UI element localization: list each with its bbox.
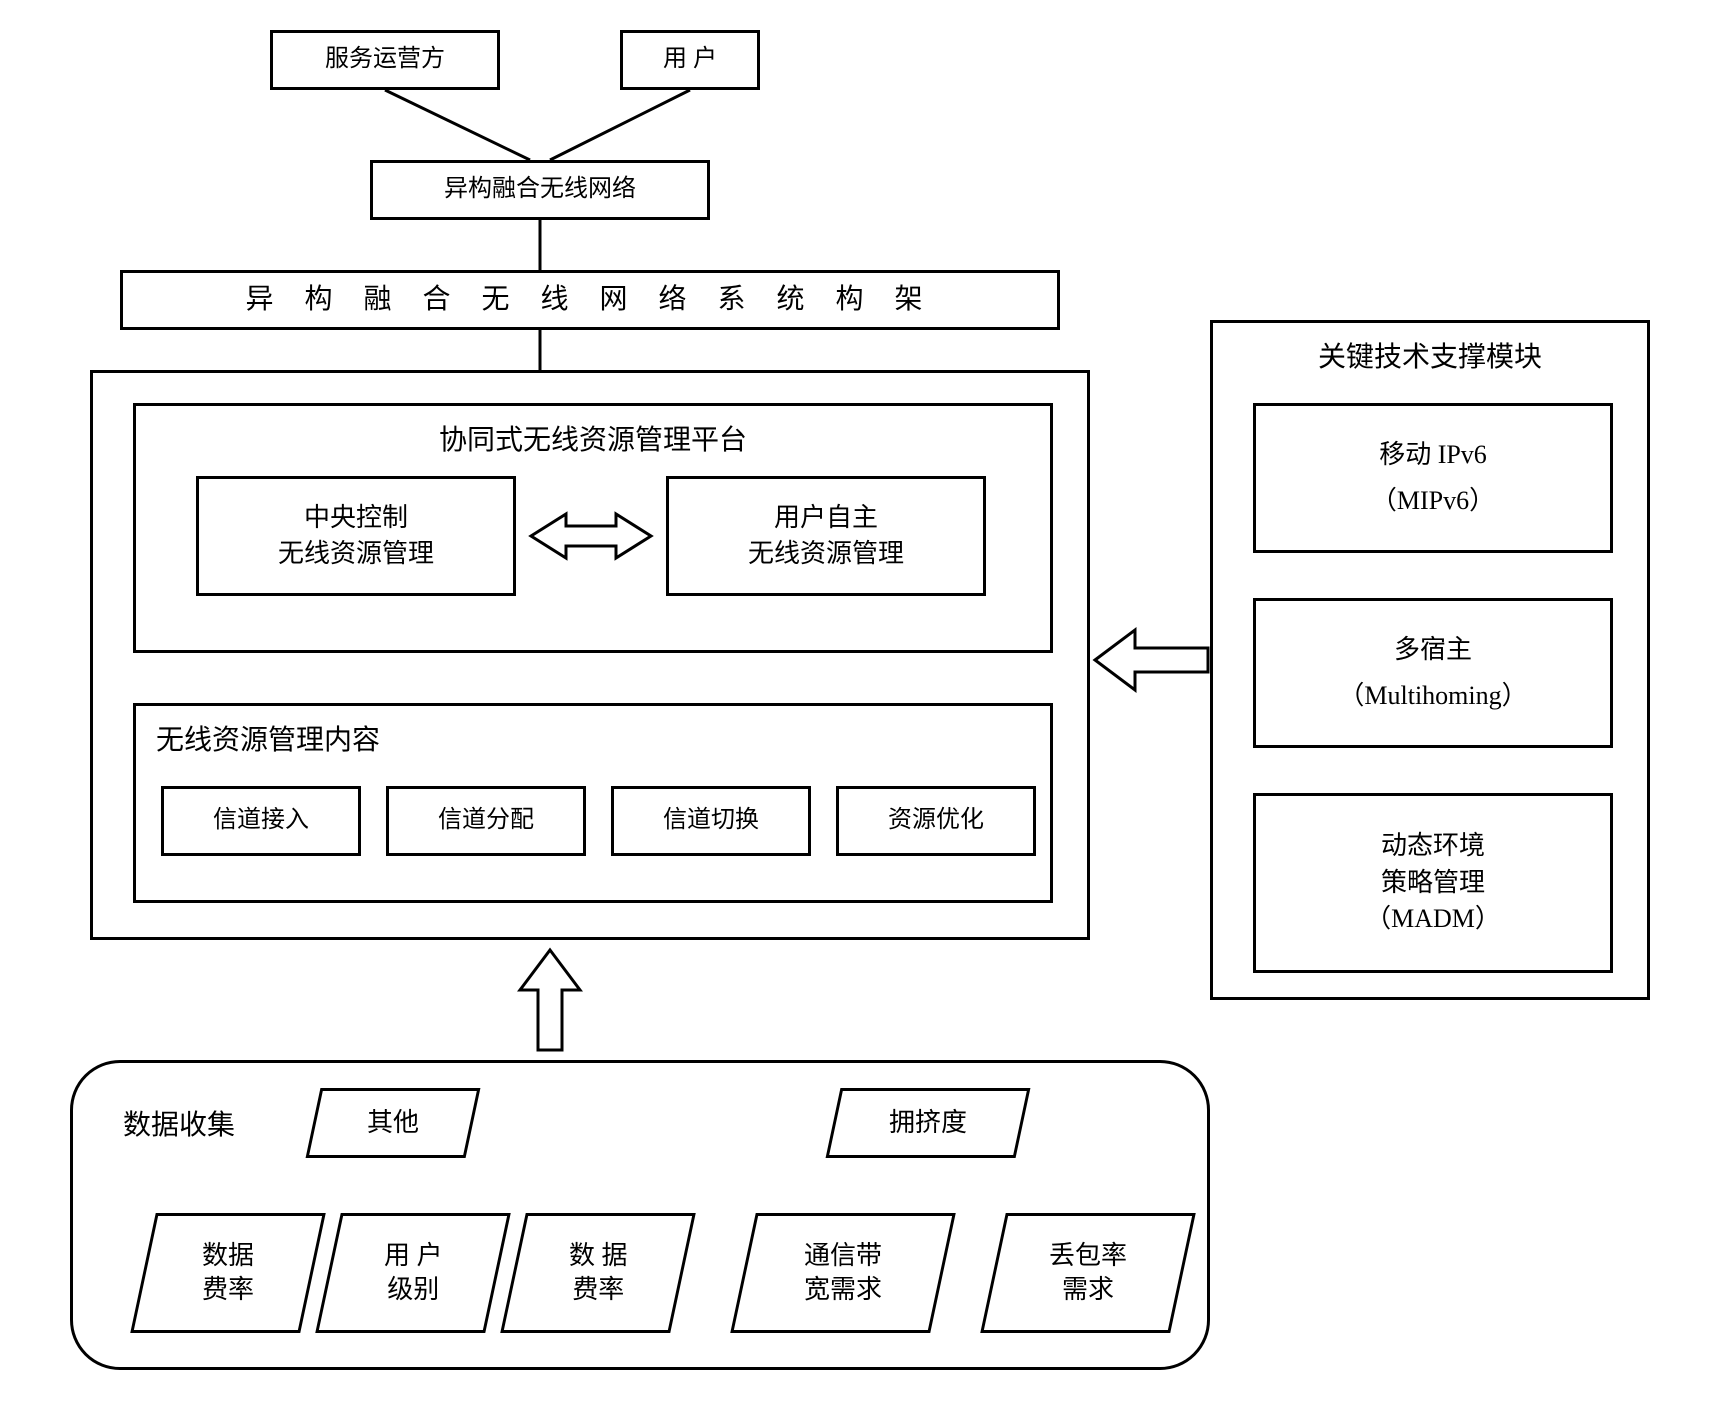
tech-item-2-line2: 策略管理 <box>1381 865 1485 901</box>
platform-box: 协同式无线资源管理平台 中央控制 无线资源管理 用户自主 无线资源管理 <box>133 403 1053 653</box>
para-r2-4: 丢包率 需求 <box>993 1213 1183 1333</box>
arrow-left-icon <box>1090 620 1210 700</box>
content-item-2: 信道切换 <box>611 786 811 856</box>
arrow-up-icon <box>510 945 590 1055</box>
autonomous-box: 用户自主 无线资源管理 <box>666 476 986 596</box>
tech-item-1: 多宿主 （Multihoming） <box>1253 598 1613 748</box>
para-congestion-label: 拥挤度 <box>889 1106 967 1140</box>
para-r2-2-label: 数 据 费率 <box>569 1239 628 1307</box>
content-item-0: 信道接入 <box>161 786 361 856</box>
tech-item-0-line1: 移动 IPv6 <box>1379 437 1487 473</box>
central-box: 中央控制 无线资源管理 <box>196 476 516 596</box>
para-other-label: 其他 <box>367 1106 419 1140</box>
data-collection-title: 数据收集 <box>123 1103 235 1143</box>
content-title: 无线资源管理内容 <box>156 721 380 760</box>
content-item-0-label: 信道接入 <box>213 804 309 838</box>
para-r2-1-label: 用 户 级别 <box>384 1239 443 1307</box>
architecture-diagram: 服务运营方 用 户 异构融合无线网络 异 构 融 合 无 线 网 络 系 统 构… <box>30 30 1690 1380</box>
para-r2-3: 通信带 宽需求 <box>743 1213 943 1333</box>
para-r2-3-label: 通信带 宽需求 <box>804 1239 882 1307</box>
central-label: 中央控制 无线资源管理 <box>278 500 434 573</box>
tech-item-2-line1: 动态环境 <box>1381 828 1485 864</box>
tech-item-2: 动态环境 策略管理 （MADM） <box>1253 793 1613 973</box>
para-r2-4-label: 丢包率 需求 <box>1049 1239 1127 1307</box>
line-arch-main <box>30 30 1030 390</box>
tech-support-box: 关键技术支撑模块 移动 IPv6 （MIPv6） 多宿主 （Multihomin… <box>1210 320 1650 1000</box>
content-item-1-label: 信道分配 <box>438 804 534 838</box>
tech-item-0-line2: （MIPv6） <box>1371 483 1495 519</box>
tech-item-2-line3: （MADM） <box>1365 901 1501 937</box>
para-r2-0: 数据 费率 <box>143 1213 313 1333</box>
tech-item-1-line1: 多宿主 <box>1394 632 1472 668</box>
content-item-3-label: 资源优化 <box>888 804 984 838</box>
autonomous-label: 用户自主 无线资源管理 <box>748 500 904 573</box>
content-item-1: 信道分配 <box>386 786 586 856</box>
data-collection-box: 数据收集 其他 拥挤度 数据 费率 用 户 级别 数 据 费率 通信带 宽需求 … <box>70 1060 1210 1370</box>
para-other: 其他 <box>313 1088 473 1158</box>
para-r2-0-label: 数据 费率 <box>202 1239 254 1307</box>
content-item-3: 资源优化 <box>836 786 1036 856</box>
tech-support-title: 关键技术支撑模块 <box>1213 338 1647 377</box>
tech-item-0: 移动 IPv6 （MIPv6） <box>1253 403 1613 553</box>
platform-title: 协同式无线资源管理平台 <box>136 421 1050 460</box>
para-r2-2: 数 据 费率 <box>513 1213 683 1333</box>
double-arrow-icon <box>526 506 656 566</box>
main-container: 协同式无线资源管理平台 中央控制 无线资源管理 用户自主 无线资源管理 无线资源… <box>90 370 1090 940</box>
tech-item-1-line2: （Multihoming） <box>1338 678 1527 714</box>
content-item-2-label: 信道切换 <box>663 804 759 838</box>
para-r2-1: 用 户 级别 <box>328 1213 498 1333</box>
content-box: 无线资源管理内容 信道接入 信道分配 信道切换 资源优化 <box>133 703 1053 903</box>
para-congestion: 拥挤度 <box>833 1088 1023 1158</box>
